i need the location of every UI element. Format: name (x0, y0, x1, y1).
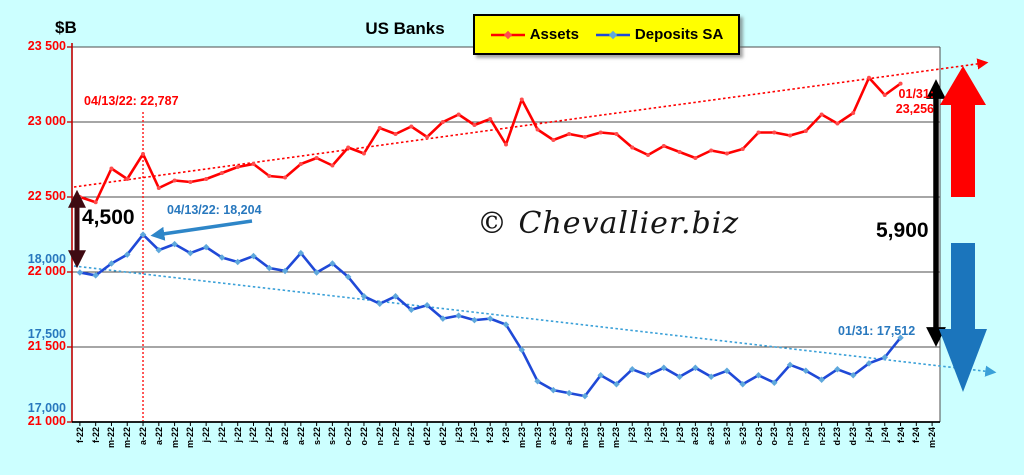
x-axis-label: f-23 (501, 427, 511, 444)
legend-item-assets: Assets (490, 26, 579, 43)
x-axis-label: n-22 (374, 427, 385, 446)
x-axis-label: a-22 (153, 427, 164, 446)
x-axis-label: f-22 (74, 427, 85, 444)
y-axis-label-assets: 23 000 (27, 114, 66, 128)
x-axis-label: a-22 (295, 427, 306, 446)
x-axis-label: f-22 (90, 427, 101, 444)
assets-last-date: 01/31: (898, 87, 934, 101)
x-axis-label: m-23 (611, 427, 622, 449)
y-axis-label-deposits: 17,500 (27, 326, 66, 341)
x-axis-label: m-22 (185, 427, 196, 449)
x-axis-label: j-22 (201, 427, 212, 443)
x-axis-label: m-23 (579, 427, 590, 449)
x-axis-label: s-23 (737, 427, 748, 446)
x-axis-label: m-24 (927, 427, 938, 449)
x-axis-label: a-23 (548, 427, 559, 446)
x-axis-label: s-22 (327, 427, 338, 446)
deposits-last-annotation: 01/31: 17,512 (838, 324, 916, 338)
y-axis-label-deposits: 18,000 (27, 252, 66, 266)
gap-start-label: 4,500 (82, 206, 135, 229)
x-axis-label: m-23 (516, 427, 527, 449)
x-axis-label: j-22 (232, 427, 243, 443)
x-axis-label: n-23 (785, 427, 796, 446)
x-axis-label: n-22 (406, 427, 417, 446)
watermark: © Chevallier.biz (477, 206, 740, 241)
legend-box: Assets Deposits SA (473, 14, 740, 55)
assets-last-annotation: 01/31: 23,256 (882, 87, 934, 117)
x-axis-label: m-22 (169, 427, 180, 449)
x-axis-label: j-22 (248, 427, 259, 443)
legend-label-assets: Assets (529, 26, 579, 43)
x-axis-label: d-23 (848, 427, 859, 446)
x-axis-label: o-22 (343, 427, 354, 446)
x-axis-label: a-23 (564, 427, 575, 446)
deposits-peak-annotation: 04/13/22: 18,204 (167, 203, 262, 217)
x-axis-label: j-23 (658, 427, 669, 443)
y-axis-label-assets: 21 500 (27, 339, 66, 353)
x-axis-label: j-23 (674, 427, 685, 443)
x-axis-label: a-22 (138, 427, 149, 446)
y-axis-label-assets: 22 500 (27, 189, 66, 203)
x-axis-label: o-22 (358, 427, 369, 446)
x-axis-label: s-23 (721, 427, 732, 446)
big-down-arrow (939, 243, 987, 392)
x-axis-label: j-23 (643, 427, 654, 443)
x-axis-label: m-23 (595, 427, 606, 449)
x-axis-label: j-23 (469, 427, 480, 443)
x-axis-label: d-22 (437, 427, 448, 446)
page-title: US Banks (365, 19, 445, 38)
x-axis-label: j-24 (863, 427, 874, 443)
assets-last-value: 23,256 (895, 102, 934, 116)
x-axis-label: j-22 (216, 427, 227, 443)
x-axis-label: j-23 (627, 427, 638, 443)
x-axis-label: o-23 (753, 427, 764, 446)
big-up-arrow (940, 66, 986, 197)
y-axis-unit-label: $B (55, 18, 77, 37)
assets-legend-marker-icon (490, 30, 525, 39)
x-axis-label: o-23 (769, 427, 780, 446)
x-axis-label: a-22 (280, 427, 291, 446)
x-axis-label: n-23 (816, 427, 827, 446)
x-axis-label: m-22 (106, 427, 117, 449)
x-axis-label: s-22 (311, 427, 322, 446)
gap-end-label: 5,900 (876, 219, 929, 242)
y-axis-label-deposits: 17,000 (27, 401, 66, 415)
x-axis-label: a-23 (690, 427, 701, 446)
x-axis-label: j-23 (453, 427, 464, 443)
x-axis-label: d-22 (422, 427, 433, 446)
x-axis-label: n-22 (390, 427, 401, 446)
y-axis-label-assets: 21 000 (27, 414, 66, 428)
x-axis-label: m-23 (532, 427, 543, 449)
legend-item-deposits: Deposits SA (595, 26, 723, 43)
x-axis-label: d-23 (832, 427, 843, 446)
y-axis-label-assets: 23 500 (27, 39, 66, 53)
x-axis-label: j-24 (879, 427, 890, 443)
x-axis-label: n-23 (800, 427, 811, 446)
x-axis-label: a-23 (706, 427, 717, 446)
y-axis-label-assets: 22 000 (27, 264, 66, 278)
x-axis-label: f-23 (485, 427, 496, 444)
x-axis-label: m-22 (122, 427, 133, 449)
x-axis-label: f-24 (911, 427, 922, 444)
deposits-legend-marker-icon (595, 30, 630, 39)
x-axis-label: f-24 (895, 427, 906, 444)
assets-peak-annotation: 04/13/22: 22,787 (84, 94, 179, 108)
x-axis-label: j-22 (264, 427, 275, 443)
legend-label-deposits: Deposits SA (634, 26, 724, 43)
